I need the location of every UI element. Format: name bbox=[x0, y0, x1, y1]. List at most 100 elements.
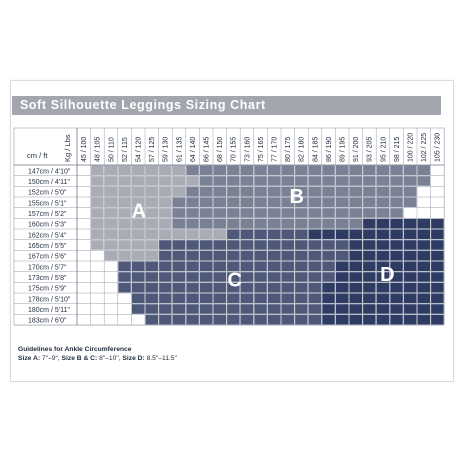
grid-cell-d bbox=[348, 292, 364, 305]
grid-cell-b bbox=[321, 217, 336, 230]
grid-cell-b bbox=[280, 207, 296, 219]
grid-cell-c bbox=[185, 303, 200, 315]
row-label: 165cm / 5'5" bbox=[28, 243, 67, 250]
grid-cell-b bbox=[212, 217, 228, 230]
grid-cell-b bbox=[266, 217, 282, 230]
grid-cell-b bbox=[321, 175, 336, 187]
column-label: 100 / 220 bbox=[408, 133, 415, 162]
grid-cell-c bbox=[307, 281, 323, 294]
grid-cell-c bbox=[185, 292, 200, 305]
grid-cell-d bbox=[389, 292, 404, 305]
grid-cell-a bbox=[144, 185, 160, 198]
column-label: 75 / 165 bbox=[258, 137, 265, 162]
grid-cell-a bbox=[103, 249, 119, 262]
grid-cell-d bbox=[348, 313, 364, 326]
grid-cell-c bbox=[334, 249, 350, 262]
grid-cell-b bbox=[307, 196, 323, 209]
grid-cell-c bbox=[171, 249, 187, 262]
grid-cell-d bbox=[430, 260, 445, 273]
grid-cell-b bbox=[402, 185, 418, 198]
chart-frame bbox=[13, 127, 445, 326]
grid-cell-d bbox=[334, 303, 350, 315]
grid-cell-b bbox=[239, 164, 255, 177]
grid-cell-b bbox=[266, 164, 282, 177]
grid-cell-c bbox=[266, 239, 282, 251]
grid-cell-a bbox=[144, 207, 160, 219]
grid-cell-c bbox=[185, 313, 200, 326]
grid-cell-d bbox=[321, 281, 336, 294]
grid-cell-a bbox=[117, 217, 132, 230]
grid-cell-a bbox=[158, 175, 173, 187]
grid-cell-b bbox=[198, 164, 214, 177]
grid-cell-d bbox=[334, 271, 350, 283]
grid-cell-a bbox=[158, 217, 173, 230]
grid-cell-empty bbox=[103, 303, 119, 315]
grid-cell-b bbox=[294, 175, 309, 187]
column-label: 45 / 100 bbox=[81, 137, 88, 162]
grid-cell-d bbox=[375, 228, 391, 241]
grid-cell-a bbox=[158, 185, 173, 198]
grid-cell-b bbox=[294, 207, 309, 219]
grid-cell-c bbox=[130, 303, 146, 315]
grid-cell-b bbox=[348, 175, 364, 187]
grid-cell-b bbox=[389, 164, 404, 177]
grid-cell-b bbox=[389, 196, 404, 209]
grid-cell-a bbox=[117, 175, 132, 187]
grid-cell-d bbox=[321, 228, 336, 241]
grid-cell-b bbox=[266, 185, 282, 198]
grid-cell-a bbox=[171, 185, 187, 198]
grid-cell-c bbox=[198, 260, 214, 273]
grid-cell-c bbox=[253, 260, 268, 273]
grid-cell-b bbox=[334, 196, 350, 209]
grid-cell-empty bbox=[90, 313, 105, 326]
grid-cell-c bbox=[239, 249, 255, 262]
grid-cell-d bbox=[362, 217, 377, 230]
grid-cell-c bbox=[239, 271, 255, 283]
grid-cell-b bbox=[348, 207, 364, 219]
grid-cell-b bbox=[185, 196, 200, 209]
grid-cell-c bbox=[226, 292, 241, 305]
grid-cell-empty bbox=[90, 249, 105, 262]
grid-cell-c bbox=[158, 260, 173, 273]
grid-cell-c bbox=[334, 239, 350, 251]
grid-cell-c bbox=[198, 281, 214, 294]
grid-cell-c bbox=[253, 228, 268, 241]
column-label: 54 / 120 bbox=[136, 137, 143, 162]
grid-cell-c bbox=[280, 292, 296, 305]
grid-cell-d bbox=[430, 292, 445, 305]
grid-cell-a bbox=[144, 249, 160, 262]
grid-cell-c bbox=[266, 271, 282, 283]
grid-cell-c bbox=[171, 313, 187, 326]
grid-cell-empty bbox=[76, 281, 92, 294]
grid-cell-d bbox=[362, 281, 377, 294]
grid-cell-c bbox=[226, 249, 241, 262]
grid-cell-c bbox=[185, 281, 200, 294]
grid-cell-d bbox=[375, 292, 391, 305]
grid-cell-b bbox=[212, 185, 228, 198]
grid-cell-c bbox=[130, 281, 146, 294]
column-label: 105 / 230 bbox=[435, 133, 442, 162]
zone-label-b: B bbox=[289, 186, 303, 208]
grid-cell-b bbox=[334, 185, 350, 198]
grid-cell-c bbox=[212, 313, 228, 326]
grid-cell-d bbox=[348, 260, 364, 273]
grid-cell-empty bbox=[76, 228, 92, 241]
grid-cell-c bbox=[212, 292, 228, 305]
grid-cell-d bbox=[402, 271, 418, 283]
grid-cell-c bbox=[321, 249, 336, 262]
grid-cell-b bbox=[226, 196, 241, 209]
grid-cell-c bbox=[226, 228, 241, 241]
grid-cell-c bbox=[253, 292, 268, 305]
size-bc-label: Size B & C: bbox=[61, 355, 98, 362]
grid-cell-c bbox=[158, 271, 173, 283]
grid-cell-b bbox=[402, 175, 418, 187]
grid-cell-c bbox=[294, 313, 309, 326]
grid-cell-d bbox=[321, 303, 336, 315]
grid-cell-b bbox=[253, 217, 268, 230]
grid-cell-a bbox=[130, 164, 146, 177]
grid-cell-d bbox=[321, 292, 336, 305]
grid-cell-c bbox=[266, 281, 282, 294]
grid-cell-d bbox=[375, 249, 391, 262]
grid-cell-c bbox=[253, 239, 268, 251]
grid-cell-d bbox=[416, 249, 432, 262]
